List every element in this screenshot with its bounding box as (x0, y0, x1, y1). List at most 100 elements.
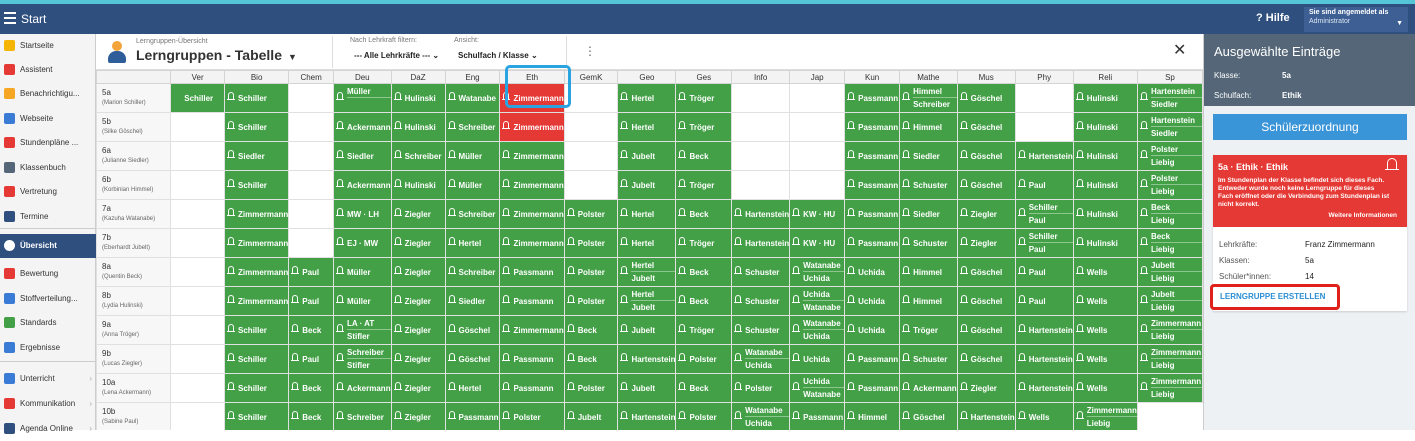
course-cell[interactable]: Polster (675, 344, 733, 374)
course-cell[interactable]: Beck (288, 315, 334, 345)
course-cell[interactable]: Göschel (444, 315, 501, 345)
course-cell[interactable]: Hulinski (1072, 199, 1138, 229)
course-cell[interactable]: Watanabe Uchida (789, 315, 846, 345)
course-cell[interactable]: Beck (675, 141, 733, 171)
course-cell[interactable]: Hulinski (390, 170, 446, 200)
course-cell[interactable]: Jubelt Liebig (1136, 257, 1203, 287)
course-cell[interactable]: Tröger (675, 170, 733, 200)
course-cell[interactable]: Polster (563, 286, 619, 316)
course-cell[interactable]: Schiller Paul (1014, 199, 1074, 229)
course-cell[interactable]: Müller (444, 141, 501, 171)
course-cell[interactable]: Müller (333, 257, 392, 287)
course-cell[interactable]: Ziegler (956, 373, 1016, 403)
row-header[interactable]: 5a (Marion Schiller) (96, 83, 172, 113)
course-cell[interactable]: Schuster (899, 228, 958, 258)
course-cell[interactable] (1014, 112, 1074, 142)
column-header[interactable]: Geo (617, 70, 677, 84)
course-cell[interactable]: Beck (563, 315, 619, 345)
course-cell[interactable]: Göschel (956, 344, 1016, 374)
course-cell[interactable] (789, 112, 846, 142)
course-cell[interactable]: Hertel Jubelt (617, 286, 677, 316)
course-cell[interactable]: Schiller (224, 112, 290, 142)
course-cell[interactable]: Uchida (844, 286, 901, 316)
course-cell[interactable] (170, 402, 226, 430)
course-cell[interactable]: Schiller (224, 315, 290, 345)
course-cell[interactable]: Paul (288, 344, 334, 374)
course-cell[interactable]: Hartenstein (617, 402, 677, 430)
column-header[interactable]: Jap (789, 70, 846, 84)
course-cell[interactable]: Schiller (224, 83, 290, 113)
course-cell[interactable]: Passmann (844, 83, 901, 113)
column-header[interactable]: Ver (170, 70, 226, 84)
column-header[interactable]: Eth (499, 70, 565, 84)
course-cell[interactable]: Watanabe Uchida (789, 257, 846, 287)
course-cell[interactable]: Jubelt Liebig (1136, 286, 1203, 316)
course-cell[interactable]: Hertel (617, 228, 677, 258)
course-cell[interactable]: Wells (1072, 257, 1138, 287)
course-cell[interactable]: Schiller Paul (1014, 228, 1074, 258)
course-cell[interactable]: Schuster (731, 286, 791, 316)
course-cell[interactable] (563, 112, 619, 142)
course-cell[interactable]: Hulinski (1072, 170, 1138, 200)
course-cell[interactable] (1014, 83, 1074, 113)
course-cell[interactable]: Passmann (844, 373, 901, 403)
sidebar-item-1[interactable]: Assistent (0, 58, 96, 82)
course-cell[interactable]: Müller (333, 286, 392, 316)
course-cell[interactable]: Schreiber Stifler (333, 344, 392, 374)
row-header[interactable]: 9a (Anna Tröger) (96, 315, 172, 345)
course-cell[interactable] (170, 141, 226, 171)
course-cell[interactable]: Göschel (956, 112, 1016, 142)
course-cell[interactable]: Uchida (844, 315, 901, 345)
course-cell[interactable]: Hulinski (390, 83, 446, 113)
course-cell[interactable]: Polster (563, 199, 619, 229)
course-cell[interactable]: Zimmermann (224, 257, 290, 287)
course-cell[interactable] (170, 199, 226, 229)
column-header[interactable]: Mathe (899, 70, 958, 84)
course-cell[interactable]: Passmann (844, 170, 901, 200)
course-cell[interactable]: Ziegler (390, 402, 446, 430)
student-assignment-button[interactable]: Schülerzuordnung (1213, 114, 1407, 140)
course-cell[interactable] (170, 315, 226, 345)
sidebar-item-12[interactable]: Ergebnisse (0, 336, 96, 360)
course-cell[interactable]: LA · AT Stifler (333, 315, 392, 345)
course-cell[interactable]: Tröger (675, 112, 733, 142)
row-header[interactable]: 6b (Korbinian Himmel) (96, 170, 172, 200)
row-header[interactable]: 10a (Lena Ackermann) (96, 373, 172, 403)
help-link[interactable]: ? Hilfe (1256, 12, 1290, 24)
course-cell[interactable]: Ziegler (956, 228, 1016, 258)
course-cell[interactable] (731, 141, 791, 171)
course-cell[interactable] (170, 228, 226, 258)
course-cell[interactable]: Beck (563, 344, 619, 374)
course-cell[interactable]: KW · HU (789, 199, 846, 229)
row-header[interactable]: 10b (Sabine Paul) (96, 402, 172, 430)
course-cell[interactable]: Göschel (956, 83, 1016, 113)
course-cell[interactable]: Passmann (844, 199, 901, 229)
course-cell[interactable] (731, 83, 791, 113)
row-header[interactable]: 7b (Eberhardt Jubelt) (96, 228, 172, 258)
course-cell[interactable]: Passmann (844, 112, 901, 142)
course-cell[interactable]: Göschel (956, 141, 1016, 171)
course-cell[interactable]: Passmann (844, 228, 901, 258)
sidebar-item-10[interactable]: Stoffverteilung... (0, 287, 96, 311)
course-cell[interactable]: Hartenstein (956, 402, 1016, 430)
course-cell[interactable]: Polster (563, 228, 619, 258)
course-cell[interactable]: Polster (563, 257, 619, 287)
course-cell[interactable]: Hartenstein Siedler (1136, 83, 1203, 113)
course-cell[interactable]: Ackermann (333, 373, 392, 403)
row-header[interactable]: 5b (Silke Göschel) (96, 112, 172, 142)
close-icon[interactable]: ✕ (1173, 42, 1187, 59)
course-cell[interactable]: Zimmermann Liebig (1136, 315, 1203, 345)
row-header[interactable]: 8a (Quentin Beck) (96, 257, 172, 287)
course-cell[interactable]: Hartenstein (1014, 344, 1074, 374)
course-cell[interactable]: Beck Liebig (1136, 199, 1203, 229)
course-cell[interactable]: Göschel (956, 286, 1016, 316)
column-header[interactable]: Sp (1136, 70, 1203, 84)
course-cell[interactable]: Wells (1072, 315, 1138, 345)
column-header[interactable]: Mus (956, 70, 1016, 84)
course-cell[interactable]: Ziegler (390, 344, 446, 374)
course-cell[interactable] (731, 112, 791, 142)
course-cell[interactable]: Schiller (224, 170, 290, 200)
course-cell[interactable]: Ziegler (390, 315, 446, 345)
course-cell[interactable]: Polster (675, 402, 733, 430)
user-menu[interactable]: Sie sind angemeldet als Administrator ▼ (1304, 7, 1408, 32)
